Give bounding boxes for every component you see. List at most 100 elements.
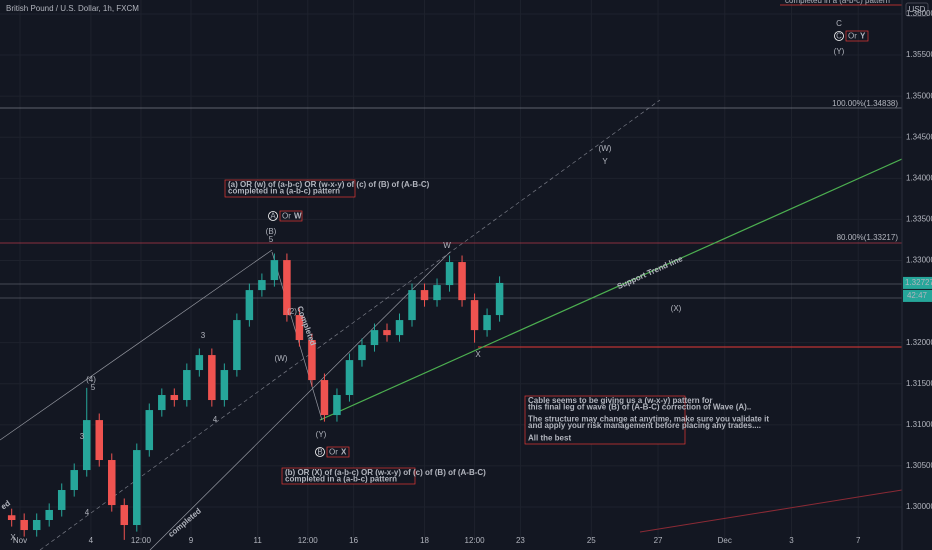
note-box [281, 467, 416, 485]
y-tick-label: 1.36000 [906, 9, 932, 18]
annotation: completed in a (a-b-c) pattern [785, 0, 890, 5]
annotation: W [443, 241, 451, 250]
candle-body [20, 520, 28, 531]
red-trend-line [639, 489, 903, 533]
note-box [224, 179, 356, 198]
candle-body [120, 505, 129, 526]
candle-body [70, 470, 78, 491]
x-tick-label: 12:00 [131, 536, 152, 545]
x-tick-label: Nov [13, 536, 27, 545]
y-tick-label: 1.31500 [906, 379, 932, 388]
note-line: and apply your risk management before pl… [528, 421, 761, 430]
candle-body [57, 490, 66, 510]
x-tick-label: 18 [420, 536, 429, 545]
x-tick-label: 7 [856, 536, 861, 545]
annotation: 80.00%(1.33217) [837, 233, 899, 242]
y-tick-label: 1.33500 [906, 215, 932, 224]
annotation: 4 [85, 508, 90, 517]
candle-body [408, 290, 416, 321]
candle-body [108, 460, 116, 506]
candle-body [383, 330, 391, 336]
candle-body [208, 355, 216, 401]
note-line: Cable seems to be giving us a (w-x-y) pa… [528, 396, 712, 405]
channel-upper [0, 249, 273, 441]
countdown-box [903, 289, 932, 302]
alt-or: Or [848, 32, 857, 41]
annotation: X [10, 533, 16, 542]
y-tick-label: 1.34500 [906, 132, 932, 141]
wave-letter: B [317, 448, 322, 457]
note-line: (a) OR (w) of (a-b-c) OR (w-x-y) of (c) … [228, 180, 430, 189]
chart-title: British Pound / U.S. Dollar, 1h, FXCM [6, 4, 139, 13]
alt-wave: W [294, 212, 302, 221]
x-tick-label: 3 [789, 536, 794, 545]
candle-body [320, 380, 329, 416]
y-tick-label: 1.34000 [906, 173, 932, 182]
x-tick-label: 4 [89, 536, 94, 545]
x-tick-label: 16 [349, 536, 358, 545]
candle-body [270, 260, 279, 281]
candle-body [82, 420, 91, 471]
candle-body [495, 282, 504, 316]
annotation: 3 [201, 331, 206, 340]
x-tick-label: 9 [189, 536, 194, 545]
candle-body [32, 520, 41, 531]
price-label-box [903, 276, 932, 289]
x-tick-label: 25 [587, 536, 596, 545]
alt-box [845, 30, 869, 42]
annotation: (Y) [834, 47, 845, 56]
x-tick-label: 12:00 [298, 536, 319, 545]
note-line: this final leg of wave (B) of (A-B-C) co… [528, 402, 751, 411]
note-line: All the best [528, 433, 571, 442]
alt-wave: Y [860, 32, 866, 41]
annotation: C [836, 19, 842, 28]
wave-circle [268, 211, 278, 221]
alt-box [326, 446, 350, 458]
annotation: X [475, 350, 481, 359]
alt-wave: X [341, 448, 347, 457]
annotation: (W) [275, 354, 288, 363]
alt-box [279, 210, 303, 222]
currency-box [905, 2, 929, 17]
wave-letter: C [836, 32, 842, 41]
candle-body [170, 395, 179, 401]
candle-body [183, 370, 191, 401]
annotation: (4) [86, 375, 96, 384]
candle-body [333, 395, 341, 416]
y-tick-label: 1.33000 [906, 256, 932, 265]
x-tick-label: 11 [254, 536, 263, 545]
candle-body [145, 410, 154, 451]
x-tick-label: Dec [718, 536, 732, 545]
candle-body [420, 290, 429, 301]
x-tick-label: 27 [654, 536, 663, 545]
candle-body [308, 340, 316, 381]
annotation: (B) [266, 227, 277, 236]
annotation: Y [602, 157, 608, 166]
currency: USD [909, 5, 926, 14]
candle-body [370, 330, 379, 346]
channel-lower [149, 251, 451, 550]
candle-body [470, 300, 479, 331]
x-tick-label: 23 [516, 536, 525, 545]
candle-body [283, 260, 291, 316]
annotation: 100.00%(1.34838) [832, 99, 898, 108]
x-tick-label: 12:00 [465, 536, 486, 545]
y-tick-label: 1.35000 [906, 91, 932, 100]
candle-body [433, 285, 441, 301]
candle-body [45, 509, 53, 521]
y-tick-label: 1.30500 [906, 461, 932, 470]
candle-body [158, 395, 166, 411]
candle-body [295, 315, 304, 341]
price-label: 1.32727 [905, 278, 932, 287]
candle-body [220, 370, 229, 401]
channel-mid [39, 99, 661, 550]
annotation: 5 [269, 235, 274, 244]
support-trend-line [319, 158, 903, 421]
candle-body [483, 315, 491, 331]
candle-body [458, 262, 466, 301]
candle-body [7, 515, 16, 521]
wave-circle [315, 447, 325, 457]
note-line: (b) OR (X) of (a-b-c) OR (w-x-y) of (c) … [285, 468, 486, 477]
